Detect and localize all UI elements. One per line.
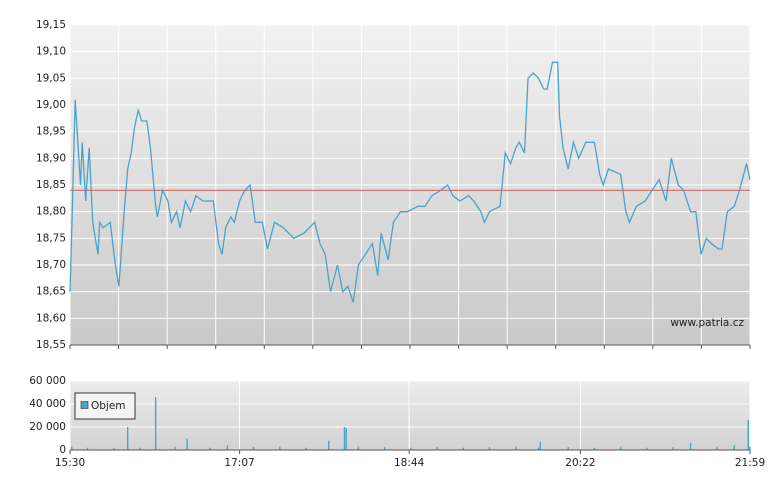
watermark: www.patria.cz bbox=[670, 317, 744, 329]
volume-bar bbox=[747, 420, 749, 450]
y-tick-label: 18,70 bbox=[36, 259, 66, 271]
volume-bar bbox=[113, 448, 115, 450]
volume-bar bbox=[410, 447, 412, 450]
price-line bbox=[69, 61, 751, 303]
volume-bar bbox=[619, 446, 622, 450]
volume-bar bbox=[305, 447, 307, 450]
volume-bar bbox=[174, 446, 176, 450]
y-tick-label: 0 bbox=[59, 444, 66, 456]
volume-bar bbox=[689, 443, 692, 450]
volume-bar bbox=[716, 446, 718, 450]
volume-bar bbox=[209, 447, 211, 450]
y-tick-label: 18,90 bbox=[36, 152, 66, 164]
y-tick-label: 19,05 bbox=[36, 72, 66, 84]
x-tick-label: 17:07 bbox=[224, 457, 254, 469]
volume-plot-area bbox=[70, 381, 750, 450]
y-tick-label: 19,15 bbox=[36, 19, 66, 31]
y-tick-label: 18,80 bbox=[36, 206, 66, 218]
x-tick-label: 20:22 bbox=[565, 457, 595, 469]
volume-bar bbox=[539, 441, 541, 450]
volume-bar bbox=[226, 445, 229, 450]
y-tick-label: 20 000 bbox=[29, 421, 66, 433]
y-tick-label: 19,00 bbox=[36, 99, 66, 111]
volume-bar bbox=[488, 447, 491, 450]
x-tick-label: 15:30 bbox=[55, 457, 85, 469]
volume-bar bbox=[343, 427, 346, 450]
volume-bar bbox=[357, 446, 360, 450]
volume-bar bbox=[186, 438, 188, 450]
volume-bar bbox=[139, 447, 141, 450]
y-tick-label: 18,65 bbox=[36, 286, 66, 298]
y-tick-label: 18,60 bbox=[36, 312, 66, 324]
volume-bar bbox=[154, 397, 157, 450]
y-tick-label: 18,75 bbox=[36, 232, 66, 244]
y-tick-label: 40 000 bbox=[29, 398, 66, 410]
y-tick-label: 18,85 bbox=[36, 179, 66, 191]
volume-bar bbox=[252, 447, 255, 450]
volume-bar bbox=[537, 447, 540, 450]
volume-bar bbox=[86, 447, 89, 450]
volume-bar bbox=[733, 445, 735, 450]
volume-bar bbox=[126, 427, 129, 450]
volume-bar bbox=[71, 446, 73, 450]
y-tick-label: 60 000 bbox=[29, 375, 66, 387]
legend-label: Objem bbox=[91, 400, 126, 412]
y-tick-label: 19,10 bbox=[36, 46, 66, 58]
y-tick-label: 18,95 bbox=[36, 126, 66, 138]
volume-bar bbox=[672, 447, 674, 450]
x-tick-label: 21:59 bbox=[735, 457, 765, 469]
x-tick-label: 18:44 bbox=[394, 457, 425, 469]
volume-bar bbox=[279, 446, 281, 450]
volume-bar bbox=[749, 446, 751, 450]
volume-bar bbox=[383, 447, 386, 450]
volume-bar bbox=[328, 440, 330, 450]
volume-bar bbox=[567, 447, 569, 450]
y-tick-label: 18,55 bbox=[36, 339, 66, 351]
volume-bar bbox=[436, 446, 438, 450]
volume-bar bbox=[593, 447, 596, 450]
volume-bar bbox=[462, 447, 465, 450]
volume-bar bbox=[345, 428, 347, 450]
legend-swatch bbox=[80, 401, 89, 409]
volume-bar bbox=[646, 447, 648, 450]
volume-bar bbox=[515, 446, 517, 450]
